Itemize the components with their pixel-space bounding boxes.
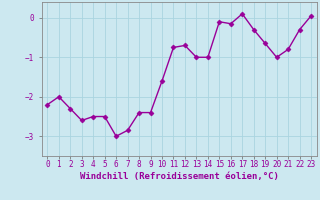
X-axis label: Windchill (Refroidissement éolien,°C): Windchill (Refroidissement éolien,°C) [80, 172, 279, 181]
